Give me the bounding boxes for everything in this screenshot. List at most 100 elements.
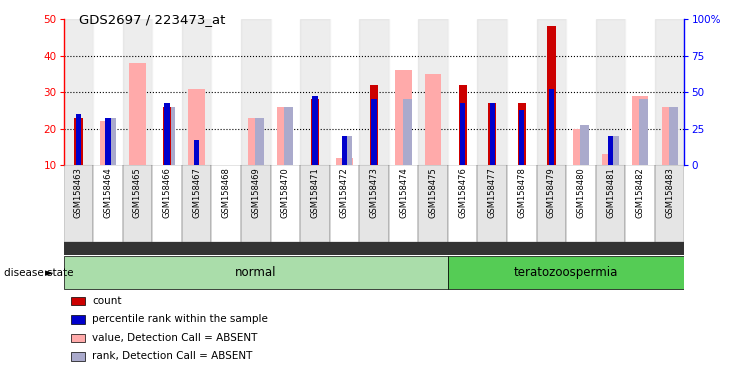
Bar [602, 154, 619, 165]
Bar [300, 19, 330, 165]
Bar [507, 19, 536, 165]
Bar [212, 165, 241, 242]
Bar [99, 121, 116, 165]
Bar [477, 165, 507, 242]
Bar [595, 19, 625, 165]
Text: GSM158475: GSM158475 [429, 167, 438, 218]
Bar [330, 19, 359, 165]
Bar [448, 256, 684, 289]
Bar [64, 19, 94, 165]
Bar [123, 19, 153, 165]
Text: GSM158466: GSM158466 [162, 167, 171, 218]
Text: GSM158465: GSM158465 [133, 167, 142, 218]
Text: GSM158467: GSM158467 [192, 167, 201, 218]
Bar [632, 96, 649, 165]
Bar [371, 99, 377, 165]
Bar [359, 165, 389, 242]
Bar [94, 19, 123, 165]
Bar [310, 99, 319, 165]
Bar [460, 103, 465, 165]
Bar [330, 165, 359, 242]
Bar [284, 107, 293, 165]
Text: GSM158469: GSM158469 [251, 167, 260, 218]
Text: GSM158477: GSM158477 [488, 167, 497, 218]
FancyBboxPatch shape [71, 315, 85, 324]
Bar [625, 19, 654, 165]
Text: GSM158472: GSM158472 [340, 167, 349, 218]
Bar [536, 19, 566, 165]
Text: GSM158471: GSM158471 [310, 167, 319, 218]
Bar [129, 63, 146, 165]
Bar [74, 118, 82, 165]
Bar [548, 26, 556, 165]
Bar [163, 107, 171, 165]
Bar [123, 165, 153, 242]
Bar [343, 136, 352, 165]
Bar [107, 118, 116, 165]
Text: teratozoospermia: teratozoospermia [514, 266, 619, 279]
Bar [194, 140, 199, 165]
Bar [448, 165, 477, 242]
Text: rank, Detection Call = ABSENT: rank, Detection Call = ABSENT [92, 351, 252, 361]
Text: GSM158464: GSM158464 [103, 167, 112, 218]
Bar [153, 165, 182, 242]
Bar [639, 99, 648, 165]
Bar [337, 158, 352, 165]
Bar [153, 19, 182, 165]
Bar [654, 165, 684, 242]
Bar [248, 118, 264, 165]
Bar [64, 256, 448, 289]
Text: GSM158463: GSM158463 [74, 167, 83, 218]
Bar [389, 19, 418, 165]
Bar [402, 99, 411, 165]
Text: GSM158479: GSM158479 [547, 167, 556, 218]
Bar [396, 70, 411, 165]
Bar [300, 165, 330, 242]
Text: GSM158468: GSM158468 [221, 167, 230, 218]
Bar [580, 125, 589, 165]
Bar [241, 165, 271, 242]
Bar [536, 165, 566, 242]
Bar [477, 19, 507, 165]
Bar [271, 165, 300, 242]
Bar [490, 103, 495, 165]
Bar [312, 96, 318, 165]
Bar [94, 165, 123, 242]
Bar [549, 89, 554, 165]
Text: GDS2697 / 223473_at: GDS2697 / 223473_at [79, 13, 225, 26]
Bar [241, 19, 271, 165]
Text: GSM158483: GSM158483 [665, 167, 674, 218]
Bar [255, 118, 264, 165]
Bar [625, 165, 654, 242]
Bar [271, 19, 300, 165]
Text: GSM158474: GSM158474 [399, 167, 408, 218]
Bar [669, 107, 678, 165]
Bar [64, 165, 94, 242]
Text: GSM158481: GSM158481 [606, 167, 615, 218]
Bar [507, 165, 536, 242]
Bar [342, 136, 347, 165]
Bar [425, 74, 441, 165]
Bar [519, 111, 524, 165]
Bar [595, 165, 625, 242]
Bar [165, 103, 170, 165]
Bar [654, 19, 684, 165]
Bar [459, 85, 467, 165]
Bar [566, 19, 595, 165]
Text: GSM158473: GSM158473 [370, 167, 378, 218]
Bar [448, 19, 477, 165]
Text: GSM158478: GSM158478 [518, 167, 527, 218]
Bar [76, 114, 81, 165]
Bar [188, 89, 205, 165]
Bar [418, 19, 448, 165]
Bar [105, 118, 111, 165]
Bar [418, 165, 448, 242]
Text: percentile rank within the sample: percentile rank within the sample [92, 314, 268, 324]
Text: GSM158480: GSM158480 [577, 167, 586, 218]
Text: count: count [92, 296, 121, 306]
Bar [566, 165, 595, 242]
FancyBboxPatch shape [71, 352, 85, 361]
Bar [166, 107, 175, 165]
Bar [518, 103, 526, 165]
Bar [573, 129, 589, 165]
